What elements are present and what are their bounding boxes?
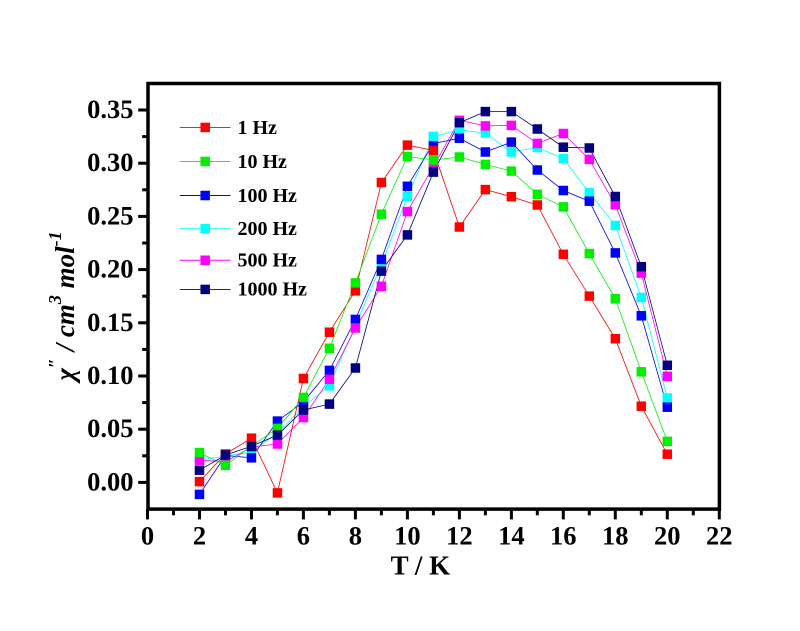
svg-text:10 Hz: 10 Hz [238,151,288,173]
svg-text:0.30: 0.30 [87,147,133,177]
svg-text:1 Hz: 1 Hz [238,117,278,139]
svg-text:0.15: 0.15 [87,307,133,337]
svg-text:2: 2 [193,521,206,551]
svg-text:100 Hz: 100 Hz [238,185,298,207]
svg-text:20: 20 [654,521,681,551]
svg-text:18: 18 [602,521,629,551]
svg-text:14: 14 [498,521,525,551]
svg-text:8: 8 [349,521,362,551]
svg-text:4: 4 [245,521,258,551]
svg-text:500 Hz: 500 Hz [238,250,298,272]
svg-text:0.35: 0.35 [87,94,133,124]
svg-text:6: 6 [297,521,310,551]
svg-text:χ″ / cm3 mol-1: χ″ / cm3 mol-1 [45,231,80,384]
svg-text:0.25: 0.25 [87,200,133,230]
svg-text:T / K: T / K [391,551,451,581]
svg-text:0: 0 [141,521,154,551]
svg-text:0.20: 0.20 [87,254,133,284]
svg-text:0.05: 0.05 [87,413,133,443]
svg-text:22: 22 [706,521,733,551]
svg-text:12: 12 [446,521,473,551]
svg-text:1000 Hz: 1000 Hz [238,279,308,301]
svg-text:200 Hz: 200 Hz [238,218,298,240]
svg-text:0.10: 0.10 [87,360,133,390]
svg-text:16: 16 [550,521,577,551]
svg-text:0.00: 0.00 [87,466,133,496]
svg-text:10: 10 [394,521,421,551]
